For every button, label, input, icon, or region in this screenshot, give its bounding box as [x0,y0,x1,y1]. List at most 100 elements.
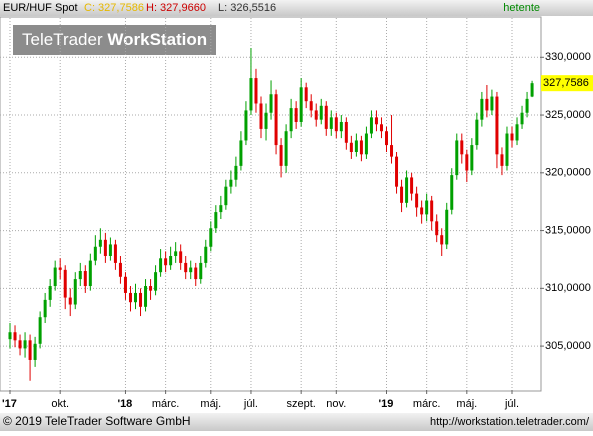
candle-body [123,276,127,293]
candle-body [219,205,223,213]
candle-body [18,340,22,349]
candle-body [244,110,248,141]
x-tick-label: márc. [413,398,441,410]
y-tick-label: 330,0000 [545,51,591,63]
x-tick-label: máj. [200,398,221,410]
candle-body [299,87,303,122]
candle-body [259,103,263,129]
candle-body [28,340,32,360]
candle-body [234,165,238,180]
x-tick-label: szept. [286,398,315,410]
candle-body [144,286,148,307]
candle-body [364,133,368,155]
candle-body [118,262,122,277]
candle-body [480,98,484,120]
candle-body [199,262,203,280]
candle-body [274,94,278,146]
candle-body [139,292,143,307]
candle-body [349,142,353,153]
logo: TeleTrader WorkStation [22,30,207,49]
candle-body [269,94,273,113]
candle-body [194,267,198,280]
candle-body [324,105,328,129]
x-tick-label: '17 [2,398,17,410]
candle-body [229,179,233,187]
candle-body [379,124,383,132]
x-tick-label: márc. [152,398,180,410]
candle-body [164,258,168,266]
candle-body [400,186,404,203]
y-tick-label: 325,0000 [545,109,591,121]
candle-body [204,246,208,263]
candle-body [334,117,338,132]
candle-body [319,105,323,120]
period: hetente [503,2,540,14]
candle-body [38,317,42,344]
high-text: H: 327,9660 [146,2,206,14]
candle-body [515,124,519,141]
candle-body [354,140,358,153]
candle-body [530,83,534,97]
copyright: © 2019 TeleTrader Software GmbH [3,414,191,428]
candle-body [134,292,137,303]
low-text: L: 326,5516 [218,2,276,14]
symbol: EUR/HUF Spot [3,2,78,14]
candle-body [435,221,439,236]
candle-body [495,96,499,155]
candle-body [209,228,213,247]
candle-body [430,200,434,222]
candle-body [475,119,479,146]
y-tick-label: 305,0000 [545,340,591,352]
candle-body [500,154,504,166]
x-tick-label: '19 [379,398,394,410]
candle-body [174,251,178,256]
x-tick-label: júl. [243,398,258,410]
candle-body [284,131,288,166]
x-tick-label: máj. [456,398,477,410]
candle-body [23,340,27,349]
x-tick-label: júl. [504,398,519,410]
logo-box [13,25,216,55]
candle-body [304,87,308,102]
candle-body [294,108,298,122]
y-tick-label: 310,0000 [545,282,591,294]
candle-body [344,121,348,143]
last-value-label: 327,7586 [543,77,589,89]
candle-body [169,255,173,266]
candle-body [505,133,509,166]
candle-body [385,131,388,146]
candle-body [329,117,333,129]
candle-body [159,258,163,273]
candle-body [254,78,258,104]
last-value-box [541,75,593,92]
candle-body [425,200,429,215]
candle-body [415,193,419,208]
x-tick-label: nov. [326,398,346,410]
candle-body [214,212,218,229]
candle-body [103,239,107,256]
candle-body [88,260,92,287]
candle-body [490,96,494,111]
logo-product: WorkStation [107,30,207,49]
candle-body [154,272,158,291]
candle-body [78,271,82,280]
y-tick-label: 315,0000 [545,224,591,236]
candle-body [224,186,228,206]
candle-body [108,244,112,256]
candle-body [410,177,414,194]
candle-body [13,332,17,341]
candle-body [440,235,444,245]
candle-body [420,207,424,215]
x-tick-label: '18 [117,398,132,410]
candle-body [113,244,117,263]
x-tick-label: okt. [51,398,69,410]
candle-body [390,145,394,157]
candle-body [189,267,193,273]
candle-body [510,133,514,141]
candle-body [249,78,253,111]
candle-body [520,112,524,125]
candle-body [149,286,153,291]
candle-body [445,209,449,245]
